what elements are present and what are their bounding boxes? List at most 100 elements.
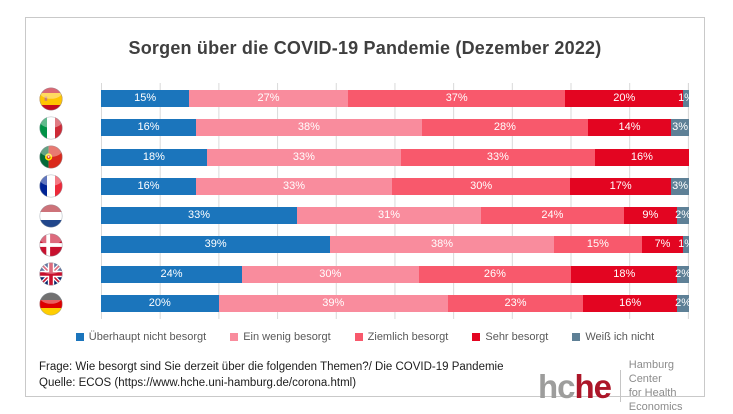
bar-segment: 39% <box>218 295 448 313</box>
bar-segment-label: 1% <box>678 92 694 104</box>
stacked-bar: 16% 33% 30% 17% 3% <box>101 177 689 195</box>
legend-marker-icon <box>572 333 581 341</box>
chart-rows: 15% 27% 37% 20% 1% 16% 38% 28% 14% 3% 18% 33% 33% 16%… <box>26 86 704 324</box>
flag-icon-portugal <box>39 145 63 169</box>
bar-segment-label: 33% <box>486 150 509 163</box>
bar-segment: 1% <box>678 90 694 107</box>
bar-segment: 15% <box>553 236 642 254</box>
bar-segment: 33% <box>196 177 393 195</box>
bar-segment-label: 7% <box>654 238 671 251</box>
footer-source: Quelle: ECOS (https://www.hche.uni-hambu… <box>39 376 357 389</box>
hche-logo-red: he <box>574 367 613 405</box>
bar-segment-label: 27% <box>257 92 280 104</box>
bar-segment: 30% <box>242 265 419 283</box>
legend-label: Überhaupt nicht besorgt <box>88 331 207 343</box>
bar-segment: 23% <box>447 295 584 313</box>
bar-segment: 33% <box>400 148 595 166</box>
bar-segment: 24% <box>101 265 243 283</box>
flag-icon-spain <box>39 86 63 111</box>
hche-logo-tagline: Hamburg Center for Health Economics <box>628 359 683 413</box>
bar-segment: 15% <box>101 90 190 107</box>
bar-segment-label: 2% <box>675 267 692 280</box>
bar-segment: 20% <box>101 295 219 313</box>
bar-segment: 26% <box>418 265 572 283</box>
flag-icon-germany <box>39 292 63 316</box>
bar-segment: 33% <box>206 148 401 166</box>
bar-segment-label: 9% <box>642 209 659 222</box>
stacked-bar: 16% 38% 28% 14% 3% <box>101 119 689 137</box>
bar-segment-label: 15% <box>586 238 609 251</box>
bar-segment-label: 31% <box>378 209 401 222</box>
bar-segment: 18% <box>101 148 207 166</box>
bar-segment-label: 16% <box>137 179 160 192</box>
bar-segment: 38% <box>330 236 554 254</box>
country-row-italy: 16% 38% 28% 14% 3% <box>26 116 704 140</box>
bar-segment-label: 18% <box>613 267 636 280</box>
bar-segment-label: 30% <box>470 179 493 192</box>
logo-divider <box>620 370 621 402</box>
legend-item: Überhaupt nicht besorgt <box>75 331 207 343</box>
bar-segment-label: 23% <box>504 297 527 310</box>
bar-segment-label: 30% <box>319 267 342 280</box>
bar-segment: 1% <box>678 236 694 254</box>
legend-marker-icon <box>230 333 239 341</box>
legend-label: Weiß ich nicht <box>585 331 655 343</box>
bar-segment: 7% <box>641 236 684 254</box>
hche-logo-wordmark: hche <box>538 367 613 405</box>
legend-item: Ziemlich besorgt <box>354 331 449 343</box>
bar-segment-label: 20% <box>148 297 171 310</box>
footer-question: Frage: Wie besorgt sind Sie derzeit über… <box>39 361 504 373</box>
bar-segment: 14% <box>588 119 672 137</box>
legend-item: Weiß ich nicht <box>572 331 654 343</box>
bar-segment-label: 18% <box>142 150 165 163</box>
flag-icon-netherlands <box>39 204 63 228</box>
bar-segment: 17% <box>570 177 672 195</box>
bar-segment: 16% <box>101 177 197 195</box>
bar-segment: 2% <box>675 207 691 225</box>
bar-segment-label: 38% <box>431 238 454 251</box>
bar-segment-label: 33% <box>292 150 315 163</box>
legend-marker-icon <box>472 333 481 341</box>
legend-label: Ein wenig besorgt <box>243 331 331 343</box>
flag-icon-uk <box>39 262 63 286</box>
bar-segment: 39% <box>101 236 331 254</box>
stacked-bar-chart: 15% 27% 37% 20% 1% 16% 38% 28% 14% 3% 18% 33% 33% 16%… <box>26 83 704 319</box>
bar-segment: 16% <box>583 295 678 313</box>
bar-segment: 16% <box>594 148 689 166</box>
legend-item: Ein wenig besorgt <box>230 331 331 343</box>
bar-segment-label: 16% <box>137 121 160 134</box>
bar-segment: 3% <box>671 177 689 195</box>
legend-label: Ziemlich besorgt <box>367 331 449 343</box>
bar-segment-label: 26% <box>483 267 506 280</box>
bar-segment: 38% <box>196 119 422 137</box>
stacked-bar: 24% 30% 26% 18% 2% <box>101 265 692 283</box>
bar-segment: 16% <box>101 119 197 137</box>
bar-segment-label: 2% <box>675 209 691 222</box>
bar-segment-label: 28% <box>493 121 516 134</box>
bar-segment-label: 38% <box>297 121 320 134</box>
country-row-germany: 20% 39% 23% 16% 2% <box>26 292 704 316</box>
bar-segment-label: 39% <box>204 238 227 251</box>
hche-logo-gray: hc <box>538 367 576 405</box>
legend: Überhaupt nicht besorgt Ein wenig besorgt… <box>26 331 704 343</box>
bar-segment: 33% <box>101 207 297 225</box>
country-row-spain: 15% 27% 37% 20% 1% <box>26 86 704 111</box>
country-row-denmark: 39% 38% 15% 7% 1% <box>26 233 704 257</box>
footer-text: Frage: Wie besorgt sind Sie derzeit über… <box>39 360 504 391</box>
bar-segment-label: 1% <box>678 238 694 251</box>
bar-segment: 24% <box>481 207 624 225</box>
stacked-bar: 20% 39% 23% 16% 2% <box>101 295 691 313</box>
bar-segment: 2% <box>675 265 692 283</box>
stacked-bar: 33% 31% 24% 9% 2% <box>101 207 691 225</box>
bar-segment-label: 17% <box>609 179 632 192</box>
bar-segment-label: 3% <box>672 121 688 134</box>
chart-title: Sorgen über die COVID-19 Pandemie (Dezem… <box>128 38 602 58</box>
chart-card: Sorgen über die COVID-19 Pandemie (Dezem… <box>25 17 705 413</box>
bar-segment: 18% <box>571 265 678 283</box>
country-row-portugal: 18% 33% 33% 16% <box>26 145 704 169</box>
country-row-uk: 24% 30% 26% 18% 2% <box>26 262 704 286</box>
bar-segment: 28% <box>421 119 588 137</box>
bar-segment-label: 15% <box>134 92 157 104</box>
bar-segment: 3% <box>671 119 689 137</box>
